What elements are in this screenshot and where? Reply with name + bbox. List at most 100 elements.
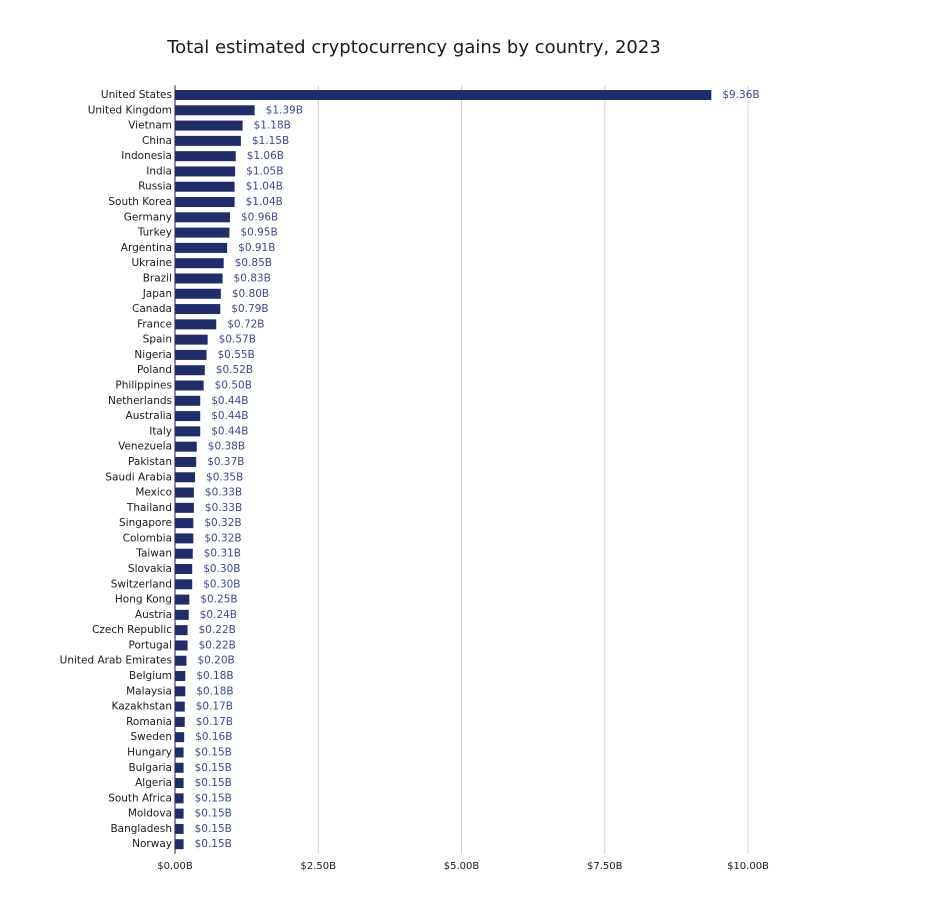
y-tick-label: United Arab Emirates xyxy=(60,655,172,667)
y-tick-label: South Korea xyxy=(108,196,172,208)
value-label: $0.85B xyxy=(235,257,272,269)
y-tick-label: Sweden xyxy=(131,731,173,743)
y-tick-label: Venezuela xyxy=(118,441,172,453)
value-label: $1.05B xyxy=(246,165,283,177)
y-tick-label: Brazil xyxy=(143,272,172,284)
y-tick-label: Singapore xyxy=(119,517,172,529)
y-tick-label: Norway xyxy=(132,838,172,850)
y-tick-label: Netherlands xyxy=(108,395,172,407)
bar xyxy=(175,518,194,529)
bar xyxy=(175,747,184,758)
value-label: $0.15B xyxy=(195,823,232,835)
value-label: $0.44B xyxy=(211,395,248,407)
value-label: $0.17B xyxy=(196,701,233,713)
bar xyxy=(175,120,243,131)
bar xyxy=(175,533,194,544)
bar xyxy=(175,671,186,682)
bar xyxy=(175,579,193,590)
value-label: $1.06B xyxy=(247,150,284,162)
value-label: $0.22B xyxy=(199,624,236,636)
bar xyxy=(175,365,205,376)
value-label: $1.04B xyxy=(246,196,283,208)
y-tick-label: Portugal xyxy=(129,639,173,651)
y-tick-label: Australia xyxy=(126,410,172,422)
y-tick-label: Vietnam xyxy=(128,120,172,132)
y-tick-label: Indonesia xyxy=(121,150,172,162)
value-label: $1.18B xyxy=(254,120,291,132)
y-tick-label: Turkey xyxy=(137,227,172,239)
value-label: $0.18B xyxy=(196,670,233,682)
value-label: $0.15B xyxy=(195,838,232,850)
value-label: $0.30B xyxy=(203,578,240,590)
value-label: $0.17B xyxy=(196,716,233,728)
y-tick-label: Philippines xyxy=(115,380,172,392)
bar xyxy=(175,548,193,559)
bar xyxy=(175,319,217,330)
bar xyxy=(175,655,187,666)
bar xyxy=(175,288,221,299)
bar xyxy=(175,793,184,804)
bar xyxy=(175,839,184,850)
value-label: $0.79B xyxy=(231,303,268,315)
y-tick-label: Czech Republic xyxy=(92,624,172,636)
y-tick-label: China xyxy=(142,135,172,147)
y-tick-label: Belgium xyxy=(129,670,172,682)
y-tick-label: Colombia xyxy=(123,532,172,544)
y-tick-label: India xyxy=(146,165,172,177)
value-label: $0.37B xyxy=(207,456,244,468)
y-tick-label: United Kingdom xyxy=(88,104,172,116)
y-tick-label: Italy xyxy=(149,425,172,437)
value-label: $0.33B xyxy=(205,487,242,499)
x-tick-label: $2.50B xyxy=(301,861,337,872)
y-tick-label: Taiwan xyxy=(135,548,172,560)
bar xyxy=(175,701,185,712)
y-tick-label: Switzerland xyxy=(111,578,172,590)
bar xyxy=(175,304,221,315)
y-tick-label: Bulgaria xyxy=(128,762,172,774)
value-label: $0.32B xyxy=(204,517,241,529)
bar xyxy=(175,105,255,116)
value-label: $0.15B xyxy=(195,808,232,820)
y-tick-label: Pakistan xyxy=(128,456,172,468)
value-label: $0.16B xyxy=(195,731,232,743)
y-tick-label: United States xyxy=(101,89,172,101)
value-label: $0.44B xyxy=(211,410,248,422)
y-tick-label: Germany xyxy=(124,211,172,223)
value-label: $0.33B xyxy=(205,502,242,514)
bar xyxy=(175,778,184,789)
bar xyxy=(175,181,235,192)
bar xyxy=(175,716,185,727)
value-label: $0.31B xyxy=(204,548,241,560)
y-tick-label: Malaysia xyxy=(126,685,172,697)
value-label: $0.96B xyxy=(241,211,278,223)
value-label: $0.15B xyxy=(195,792,232,804)
y-tick-label: Argentina xyxy=(121,242,172,254)
bar xyxy=(175,258,224,269)
y-tick-label: Russia xyxy=(138,181,172,193)
y-tick-label: Bangladesh xyxy=(110,823,172,835)
value-label: $0.32B xyxy=(204,532,241,544)
value-label: $0.15B xyxy=(195,746,232,758)
bar xyxy=(175,227,230,238)
y-tick-label: Kazakhstan xyxy=(112,701,173,713)
value-label: $0.20B xyxy=(197,655,234,667)
value-label: $0.91B xyxy=(238,242,275,254)
y-tick-label: Austria xyxy=(135,609,172,621)
chart-title: Total estimated cryptocurrency gains by … xyxy=(166,37,661,58)
bar xyxy=(175,242,228,253)
bar xyxy=(175,273,223,284)
bar xyxy=(175,609,189,620)
value-label: $0.50B xyxy=(215,380,252,392)
y-tick-label: Poland xyxy=(137,364,172,376)
y-tick-label: Ukraine xyxy=(131,257,172,269)
y-tick-label: Japan xyxy=(142,288,172,300)
value-label: $0.35B xyxy=(206,471,243,483)
value-label: $0.52B xyxy=(216,364,253,376)
x-tick-label: $10.00B xyxy=(727,861,769,872)
y-tick-label: Romania xyxy=(126,716,172,728)
bar xyxy=(175,563,193,574)
value-label: $0.25B xyxy=(200,594,237,606)
value-label: $0.15B xyxy=(195,777,232,789)
